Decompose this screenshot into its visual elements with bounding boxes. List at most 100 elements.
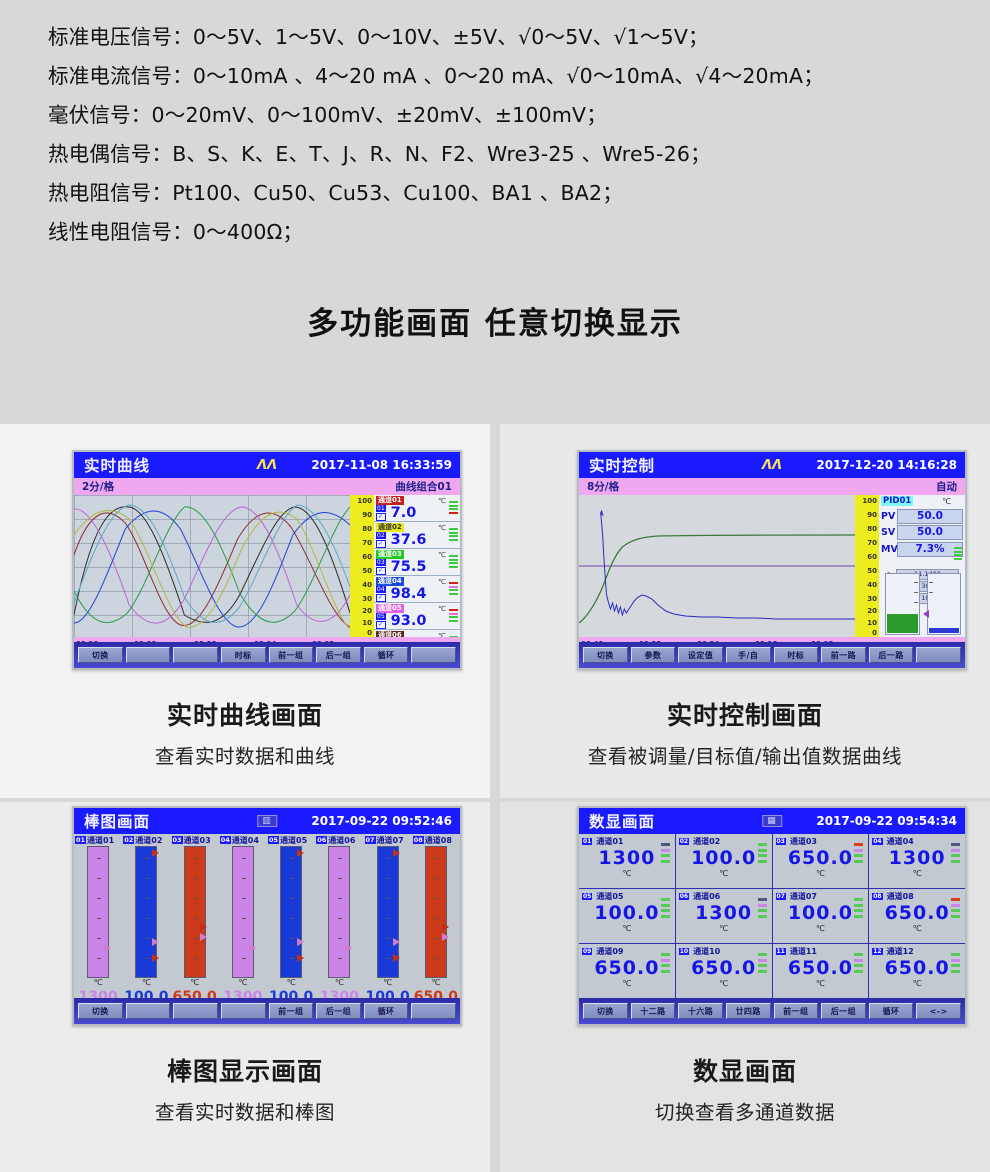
digital-cell[interactable]: 04 通道04 1300 ℃: [869, 834, 965, 888]
channel-value: 7.0: [390, 505, 417, 521]
button-next-group[interactable]: 后一组: [316, 647, 361, 663]
button-timemark[interactable]: 时标: [220, 647, 266, 663]
cell-unit: ℃: [719, 869, 729, 878]
bargraph-area: 01 通道01 02 通道02 03 通道03 04 通道04 05 通道05 06 通道0…: [74, 834, 460, 1005]
button-prev-loop[interactable]: 前一路: [821, 647, 866, 663]
digital-cell[interactable]: 02 通道02 100.0 ℃: [676, 834, 773, 888]
button-blank-3[interactable]: [411, 647, 456, 663]
bar-column[interactable]: [122, 846, 170, 978]
device-screen-bargraph[interactable]: 棒图画面 ▥ 2017-09-22 09:52:46 01 通道01 02 通道02…: [72, 806, 462, 1026]
cell-unit: ℃: [815, 869, 825, 878]
cell-index: 01: [582, 838, 593, 845]
channel-row[interactable]: 通道03 ℃ 03 ✓ 75.5: [374, 549, 460, 576]
button-blank[interactable]: [916, 647, 961, 663]
button-prev-group[interactable]: 前一组: [268, 1003, 314, 1019]
cell-unit: ℃: [815, 979, 825, 988]
pid-row-pv: PV 50.0: [881, 508, 963, 524]
screen-button-bar: 切换 参数 设定值 手/自 时标 前一路 后一路: [579, 642, 965, 668]
bar-column[interactable]: [412, 846, 460, 978]
bar-column[interactable]: [267, 846, 315, 978]
digital-cell[interactable]: 01 通道01 1300 ℃: [579, 834, 676, 888]
button-24-channel[interactable]: 廿四路: [725, 1003, 771, 1019]
device-screen-realtime-curve[interactable]: 实时曲线 ΛΛ 2017-11-08 16:33:59 2分/格 曲线组合01: [72, 450, 462, 670]
screen-titlebar: 棒图画面 ▥ 2017-09-22 09:52:46: [74, 808, 460, 834]
screen-title: 棒图画面: [84, 813, 151, 831]
channel-checkbox-icon[interactable]: ✓: [376, 513, 386, 521]
button-manual-auto[interactable]: 手/自: [725, 647, 771, 663]
bar-marker-violet: [248, 943, 256, 952]
cell-unit: ℃: [622, 869, 632, 878]
pid-label-sv: SV: [881, 527, 896, 538]
screen-button-bar: 切换 十二路 十六路 廿四路 前一组 后一组 循环 <->: [579, 998, 965, 1024]
button-next-loop[interactable]: 后一路: [868, 647, 914, 663]
button-blank-2[interactable]: [173, 1003, 218, 1019]
button-next-group[interactable]: 后一组: [821, 1003, 866, 1019]
screen-title: 实时控制: [589, 457, 656, 475]
digital-cell[interactable]: 12 通道12 650.0 ℃: [869, 944, 965, 998]
channel-checkbox-icon[interactable]: ✓: [376, 621, 386, 629]
caption-title: 数显画面: [692, 1057, 797, 1086]
channel-row[interactable]: 通道01 ℃ 01 ✓ 7.0: [374, 495, 460, 522]
digital-cell[interactable]: 08 通道08 650.0 ℃: [869, 889, 965, 943]
bar-marker-red: [296, 954, 304, 963]
channel-checkbox-icon[interactable]: ✓: [376, 540, 386, 548]
pid-value-sv[interactable]: 50.0: [897, 525, 963, 540]
bar-column[interactable]: [74, 846, 122, 978]
digital-row: 05 通道05 100.0 ℃ 06 通道06 1300 ℃ 07 通道07 100.…: [579, 889, 965, 944]
pid-value-mv[interactable]: 7.3%: [897, 541, 963, 557]
pid-value-pv[interactable]: 50.0: [897, 508, 963, 524]
button-12-channel[interactable]: 十二路: [630, 1003, 676, 1019]
cell-status-bars-icon: [660, 843, 670, 865]
digital-cell[interactable]: 06 通道06 1300 ℃: [676, 889, 773, 943]
bar-column[interactable]: [315, 846, 363, 978]
button-toggle[interactable]: <->: [916, 1003, 961, 1019]
channel-row[interactable]: 通道02 ℃ 02 ✓ 37.6: [374, 522, 460, 549]
button-blank-4[interactable]: [411, 1003, 456, 1019]
digital-cell[interactable]: 07 通道07 100.0 ℃: [773, 889, 870, 943]
channel-row[interactable]: 通道05 ℃ 05 ✓ 93.0: [374, 603, 460, 630]
button-switch[interactable]: 切换: [583, 1003, 628, 1019]
button-blank-2[interactable]: [173, 647, 218, 663]
button-prev-group[interactable]: 前一组: [773, 1003, 819, 1019]
bar-column[interactable]: [219, 846, 267, 978]
button-cycle[interactable]: 循环: [363, 647, 409, 663]
button-setpoint[interactable]: 设定值: [678, 647, 723, 663]
button-parameters[interactable]: 参数: [630, 647, 676, 663]
digital-cell[interactable]: 10 通道10 650.0 ℃: [676, 944, 773, 998]
bar-column[interactable]: [171, 846, 219, 978]
button-prev-group[interactable]: 前一组: [268, 647, 314, 663]
cell-status-bars-icon: [951, 843, 960, 865]
button-switch[interactable]: 切换: [78, 647, 123, 663]
cell-status-bars-icon: [854, 953, 864, 975]
channel-value: 93.0: [390, 613, 427, 629]
device-screen-realtime-control[interactable]: 实时控制 ΛΛ 2017-12-20 14:16:28 8分/格 自动: [577, 450, 967, 670]
screen-titlebar: 实时控制 ΛΛ 2017-12-20 14:16:28: [579, 452, 965, 478]
bar-column[interactable]: [364, 846, 412, 978]
channel-row[interactable]: 通道04 ℃ 04 ✓ 98.4: [374, 576, 460, 603]
channel-checkbox-icon[interactable]: ✓: [376, 567, 386, 575]
button-cycle[interactable]: 循环: [363, 1003, 409, 1019]
y-tick: 60: [867, 553, 877, 561]
button-next-group[interactable]: 后一组: [316, 1003, 361, 1019]
gauge-setpoint-fill: [928, 627, 959, 633]
channel-index: 04: [376, 586, 386, 593]
pid-row-sv: SV 50.0: [881, 525, 963, 540]
bar-marker-red: [152, 954, 160, 963]
digital-cell[interactable]: 11 通道11 650.0 ℃: [773, 944, 870, 998]
cell-status-bars-icon: [660, 953, 670, 975]
button-blank-1[interactable]: [125, 1003, 171, 1019]
cell-label: 通道09: [596, 947, 624, 956]
button-timemark[interactable]: 时标: [773, 647, 819, 663]
channel-checkbox-icon[interactable]: ✓: [376, 594, 386, 602]
button-blank-1[interactable]: [125, 647, 171, 663]
digital-cell[interactable]: 05 通道05 100.0 ℃: [579, 889, 676, 943]
button-cycle[interactable]: 循环: [868, 1003, 914, 1019]
y-axis-scale: 100 90 80 70 60 50 40 30 20 10 0: [350, 495, 374, 637]
button-switch[interactable]: 切换: [583, 647, 628, 663]
digital-cell[interactable]: 09 通道09 650.0 ℃: [579, 944, 676, 998]
button-switch[interactable]: 切换: [78, 1003, 123, 1019]
button-16-channel[interactable]: 十六路: [678, 1003, 723, 1019]
button-blank-3[interactable]: [220, 1003, 266, 1019]
digital-cell[interactable]: 03 通道03 650.0 ℃: [773, 834, 870, 888]
device-screen-digital[interactable]: 数显画面 ▦ 2017-09-22 09:54:34 01 通道01 1300 ℃…: [577, 806, 967, 1026]
